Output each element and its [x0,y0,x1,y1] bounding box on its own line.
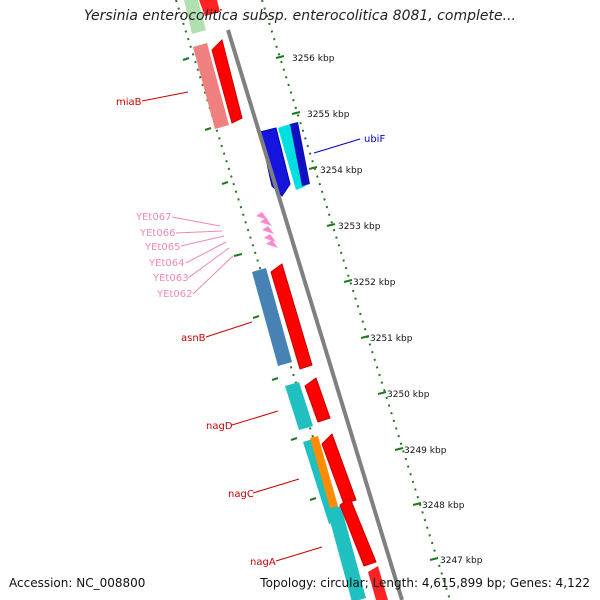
topology-value: circular [320,576,365,590]
leader-YEt063 [187,247,230,279]
gene-label-nagD[interactable]: nagD [206,421,233,432]
gene-label-nagA[interactable]: nagA [250,557,276,568]
separator: ; [501,576,507,590]
accession-label: Accession: [9,576,73,590]
genome-stats: Topology: circular; Length: 4,615,899 bp… [260,576,590,590]
outer-track-guide [261,0,451,600]
gene-label-asnB[interactable]: asnB [181,333,206,344]
inner-tick-marks [182,57,317,501]
gene-block-ubiF-cyan[interactable] [278,124,306,190]
gene-block-miaB-shade[interactable] [193,43,229,129]
scale-label-3252: 3252 kbp [353,278,396,288]
leader-ubiF [313,138,361,154]
scale-label-3248: 3248 kbp [422,501,465,511]
gene-arrow-nagC[interactable] [321,433,357,505]
leader-YEt066 [175,230,223,234]
leader-nagC [252,478,300,494]
leader-YEt065 [180,235,225,247]
gene-label-YEt062[interactable]: YEt062 [156,289,192,300]
scale-ticks [275,55,439,561]
gene-block-top-shade[interactable] [184,0,206,34]
leader-asnB [205,321,253,338]
separator: ; [364,576,369,590]
genes-label: Genes: [509,576,552,590]
scale-label-3256: 3256 kbp [292,54,335,64]
scale-label-3249: 3249 kbp [404,446,447,456]
accession-value: NC_008800 [76,576,146,590]
scale-label-3255: 3255 kbp [307,110,350,120]
gene-block-ubiF-blue[interactable] [259,127,291,197]
genes-value: 4,122 [555,576,590,590]
genome-backbone [226,29,404,600]
gene-arrow-miaB[interactable] [211,39,243,124]
gene-arrow-asnB[interactable] [270,263,313,370]
gene-label-YEt067[interactable]: YEt067 [135,212,171,223]
leader-miaB [141,91,189,102]
gene-block-nagD-shade[interactable] [285,382,313,430]
scale-label-3251: 3251 kbp [370,334,413,344]
gene-block-nagC-orange[interactable] [310,436,338,508]
map-title: Yersinia enterocolitica subsp. enterocol… [84,8,516,24]
leader-YEt062 [192,255,234,295]
leader-nagA [275,546,323,562]
gene-label-YEt064[interactable]: YEt064 [148,258,184,269]
gene-arrow-nagD[interactable] [304,377,331,423]
scale-label-3250: 3250 kbp [387,390,430,400]
gene-block-ubiF-navy[interactable] [290,122,310,186]
gene-block-asnB-shade[interactable] [252,268,292,366]
scale-label-3247: 3247 kbp [440,556,483,566]
length-label: Length: [372,576,419,590]
accession-info: Accession: NC_008800 [9,576,145,590]
gene-arrow-top[interactable] [199,0,220,16]
gene-arrow-bottom[interactable] [368,566,388,600]
gene-label-YEt063[interactable]: YEt063 [152,273,188,284]
topology-label: Topology: [260,576,317,590]
scale-label-3254: 3254 kbp [320,166,363,176]
gene-label-YEt065[interactable]: YEt065 [144,242,180,253]
length-value: 4,615,899 bp [421,576,502,590]
leader-YEt067 [171,216,221,227]
gene-label-nagC[interactable]: nagC [228,489,254,500]
gene-block-nagA-shade[interactable] [327,506,366,600]
gene-label-ubiF[interactable]: ubiF [364,134,385,145]
gene-arrow-nagA[interactable] [339,497,377,567]
scale-label-3253: 3253 kbp [338,222,381,232]
leader-nagD [231,410,279,426]
trna-arrows[interactable] [256,212,278,248]
gene-label-miaB[interactable]: miaB [116,97,142,108]
gene-label-YEt066[interactable]: YEt066 [139,228,175,239]
leader-YEt064 [185,241,227,264]
